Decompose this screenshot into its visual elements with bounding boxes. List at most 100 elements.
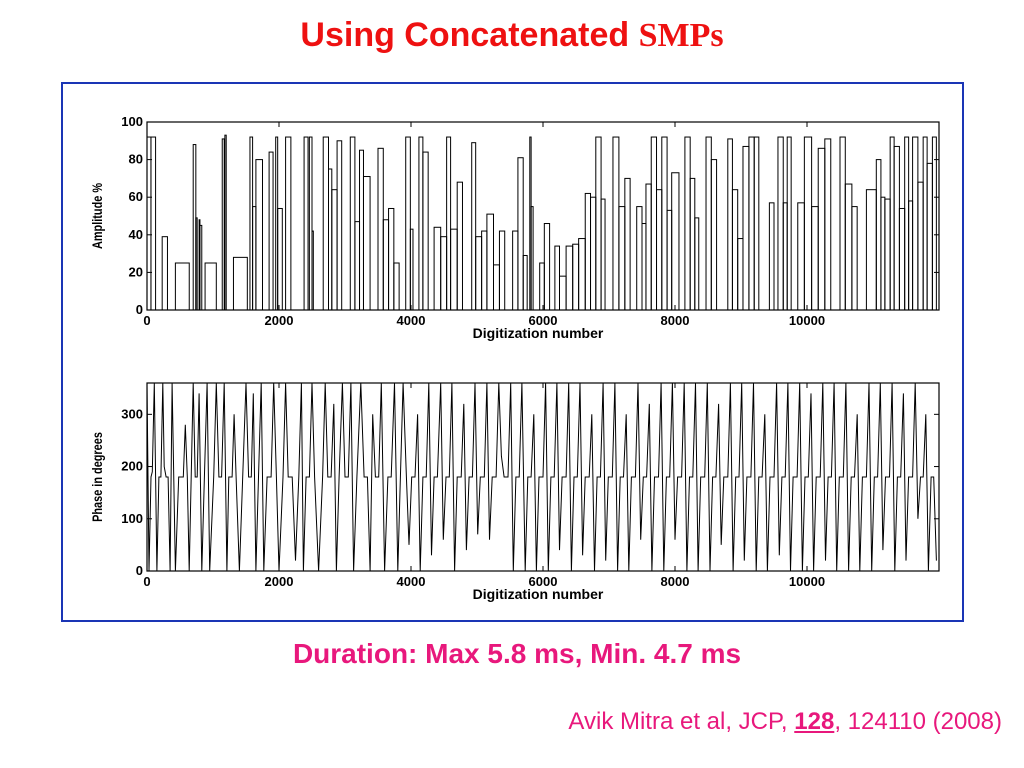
amplitude-bar (450, 228, 458, 311)
amplitude-bar (839, 136, 846, 311)
amplitude-bar (303, 136, 309, 311)
amplitude-bar (388, 207, 395, 311)
amplitude-bar (221, 138, 225, 311)
y-tick-label: 100 (121, 114, 143, 129)
amplitude-bar (471, 142, 477, 311)
amplitude-bar (893, 145, 900, 311)
amplitude-bar (539, 262, 545, 311)
x-tick-label: 8000 (661, 574, 690, 589)
amplitude-bar (359, 149, 364, 311)
x-tick-label: 6000 (529, 313, 558, 328)
amplitude-bar (768, 202, 775, 311)
amplitude-bar (311, 230, 314, 311)
amplitude-bar (475, 236, 483, 311)
y-tick-label: 20 (129, 264, 143, 279)
amplitude-bar (777, 136, 784, 311)
citation-suffix: , 124110 (2008) (834, 708, 1002, 735)
amplitude-bar (422, 151, 429, 311)
amplitude-bar (331, 189, 338, 311)
amplitude-bar (624, 177, 631, 311)
amplitude-bar (926, 162, 933, 311)
amplitude-bar (600, 198, 606, 311)
amplitude-bar (705, 136, 712, 311)
amplitude-bar (731, 189, 739, 311)
amplitude-bar (199, 224, 203, 311)
amplitude-bar (277, 207, 283, 311)
x-tick-label: 0 (143, 574, 150, 589)
amplitude-bar (817, 147, 826, 311)
amplitude-bar (748, 136, 755, 311)
amplitude-bar (671, 172, 680, 311)
chart-1-plot-frame (146, 121, 940, 311)
amplitude-bar (656, 189, 663, 311)
amplitude-bar (554, 245, 561, 311)
amplitude-bar (498, 230, 506, 311)
citation: Avik Mitra et al, JCP, 128, 124110 (2008… (568, 708, 1002, 736)
slide-title-acronym: SMPs (638, 17, 724, 54)
x-tick-label: 8000 (661, 313, 690, 328)
amplitude-bar (382, 219, 390, 311)
chart-1-y-axis-label: Amplitude % (90, 183, 106, 249)
x-tick-label: 10000 (789, 574, 825, 589)
amplitude-bar (844, 183, 853, 311)
amplitude-bar (684, 136, 691, 311)
y-tick-label: 200 (121, 459, 143, 474)
amplitude-bar (522, 254, 528, 311)
amplitude-bar (349, 136, 356, 311)
amplitude-bar (694, 217, 700, 311)
amplitude-bar (884, 198, 891, 311)
amplitude-bar (636, 206, 643, 311)
chart-2-x-axis-label: Digitization number (473, 586, 604, 602)
amplitude-bar (393, 262, 400, 311)
amplitude-bar (322, 136, 330, 311)
amplitude-bar (661, 136, 668, 311)
chart-2-y-axis-label: Phase in degrees (90, 432, 106, 522)
figure-frame: 0 2000 4000 6000 8000 10000 0 20 40 60 80 100 Digiti… (61, 82, 964, 622)
amplitude-bar (517, 157, 524, 311)
amplitude-bar (572, 243, 580, 311)
x-tick-label: 2000 (265, 574, 294, 589)
y-tick-label: 0 (136, 563, 143, 578)
amplitude-bar (931, 136, 937, 311)
amplitude-bar (742, 145, 750, 311)
amplitude-bar (456, 181, 463, 311)
x-tick-label: 4000 (397, 313, 426, 328)
amplitude-bar (584, 192, 592, 311)
amplitude-bar (161, 236, 168, 311)
amplitude-bar (710, 159, 718, 311)
amplitude-bar (727, 138, 733, 311)
amplitude-bar (195, 217, 198, 311)
amplitude-bar (486, 213, 494, 311)
x-tick-label: 6000 (529, 574, 558, 589)
amplitude-bar (377, 147, 384, 311)
amplitude-bar (255, 159, 263, 311)
citation-prefix: Avik Mitra et al, JCP, (568, 708, 795, 735)
amplitude-bar (440, 236, 448, 311)
amplitude-bar (578, 238, 586, 311)
x-tick-label: 10000 (789, 313, 825, 328)
amplitude-bar (875, 159, 882, 311)
y-tick-label: 60 (129, 189, 143, 204)
amplitude-bar (362, 176, 371, 311)
amplitude-bar (336, 140, 343, 311)
amplitude-bar (354, 221, 361, 311)
amplitude-bar (797, 202, 805, 311)
amplitude-bar (268, 151, 274, 311)
amplitude-bar (865, 189, 877, 311)
amplitude-bar (565, 245, 574, 311)
amplitude-bar (803, 136, 813, 311)
citation-volume: 128 (794, 708, 835, 735)
slide-title-main: Using Concatenated (300, 16, 630, 54)
amplitude-bar (446, 136, 452, 311)
amplitude-bar (650, 136, 658, 311)
amplitude-bar (666, 209, 673, 311)
amplitude-bar (824, 138, 832, 311)
amplitude-bar (851, 206, 858, 311)
phase-line (146, 382, 937, 572)
amplitude-bar (782, 202, 788, 311)
y-tick-label: 100 (121, 511, 143, 526)
amplitude-bar (590, 196, 597, 311)
x-tick-label: 4000 (397, 574, 426, 589)
y-tick-label: 0 (136, 302, 143, 317)
amplitude-bar (150, 136, 157, 311)
